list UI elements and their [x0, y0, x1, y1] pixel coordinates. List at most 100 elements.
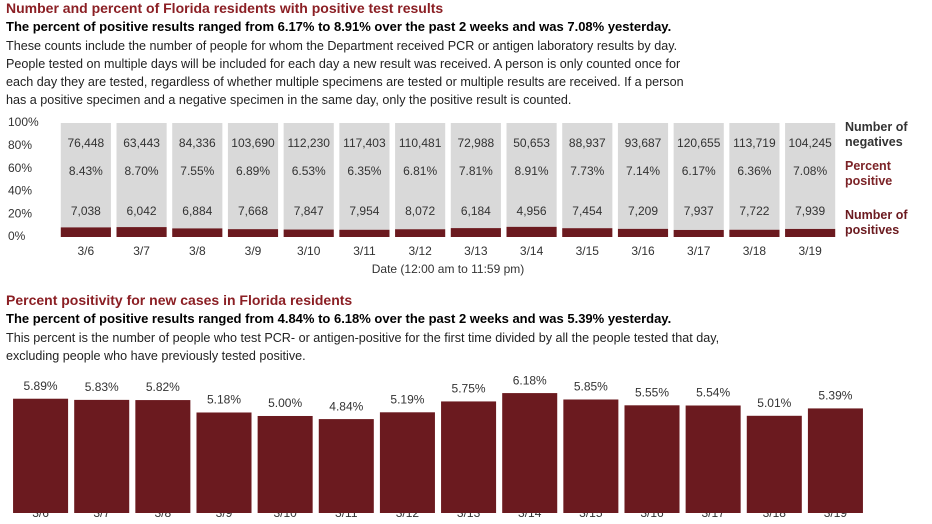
data-label: 7.81%: [459, 164, 493, 178]
data-label: 8.91%: [515, 164, 549, 178]
bar: [257, 415, 313, 513]
data-label: 5.39%: [818, 389, 852, 403]
data-label: 7,668: [238, 204, 268, 218]
data-label: 7,209: [628, 204, 658, 218]
bar: [318, 419, 374, 513]
bar-segment: [785, 123, 836, 229]
bar-segment: [339, 123, 390, 230]
data-label: 6.17%: [682, 164, 716, 178]
data-label: 8.70%: [125, 164, 159, 178]
x-tick-label: 3/15: [576, 244, 600, 258]
data-label: 103,690: [231, 136, 275, 150]
chart-subtitle: The percent of positive results ranged f…: [6, 311, 672, 326]
x-tick-label: 3/9: [245, 244, 262, 258]
bar-segment: [283, 229, 334, 237]
data-label: 5.01%: [757, 396, 791, 410]
data-label: 110,481: [399, 136, 442, 150]
bar-segment: [617, 123, 669, 229]
description-line: excluding people who have previously tes…: [6, 349, 306, 363]
data-label: 63,443: [123, 136, 160, 150]
bar: [807, 408, 863, 513]
bar-segment: [395, 229, 446, 237]
x-tick-label: 3/17: [687, 244, 711, 258]
bar: [502, 393, 558, 513]
x-tick-label: 3/14: [520, 244, 544, 258]
bar-segment: [562, 123, 613, 229]
bar-segment: [673, 123, 724, 230]
data-label: 6,184: [461, 204, 491, 218]
description-line: each day they are tested, regardless of …: [6, 75, 684, 89]
data-label: 8,072: [405, 204, 435, 218]
x-tick-label: 3/10: [297, 244, 321, 258]
bar-segment: [617, 228, 669, 237]
data-label: 6.81%: [403, 164, 437, 178]
y-tick-label: 40%: [8, 184, 32, 198]
data-label: 6.36%: [737, 164, 771, 178]
data-label: 4.84%: [329, 399, 363, 413]
bar-segment: [506, 226, 557, 237]
data-label: 5.00%: [268, 396, 302, 410]
bar-segment: [673, 229, 724, 237]
bar: [563, 399, 619, 513]
bar: [13, 398, 69, 513]
x-tick-label: 3/6: [78, 244, 95, 258]
bar-segment: [227, 229, 279, 237]
data-label: 7.08%: [793, 164, 827, 178]
data-label: 5.89%: [24, 379, 58, 393]
bar-segment: [227, 123, 279, 230]
data-label: 104,245: [788, 136, 832, 150]
bar-segment: [450, 123, 501, 229]
bar-segment: [562, 228, 613, 237]
bar-segment: [283, 123, 334, 230]
data-label: 7,454: [572, 204, 602, 218]
data-label: 120,655: [677, 136, 721, 150]
x-tick-label: 3/8: [189, 244, 206, 258]
data-label: 50,653: [513, 136, 550, 150]
bar: [685, 405, 741, 513]
x-axis-label: Date (12:00 am to 11:59 pm): [372, 262, 525, 276]
data-label: 5.82%: [146, 380, 180, 394]
data-label: 84,336: [179, 136, 216, 150]
data-label: 76,448: [68, 136, 105, 150]
data-label: 6.89%: [236, 164, 270, 178]
data-label: 6,042: [127, 204, 157, 218]
bar-segment: [450, 228, 501, 237]
data-label: 5.19%: [390, 392, 424, 406]
bar-segment: [729, 123, 780, 230]
data-label: 6,884: [182, 204, 212, 218]
data-label: 93,687: [625, 136, 662, 150]
bar: [196, 412, 252, 513]
data-label: 7,722: [739, 204, 769, 218]
data-label: 113,719: [733, 136, 776, 150]
chart-title: Number and percent of Florida residents …: [6, 0, 444, 16]
x-tick-label: 3/12: [408, 244, 432, 258]
data-label: 88,937: [569, 136, 606, 150]
bar-segment: [395, 123, 446, 230]
data-label: 5.18%: [207, 393, 241, 407]
data-label: 5.75%: [452, 382, 486, 396]
y-tick-label: 60%: [8, 161, 32, 175]
bar-segment: [785, 228, 836, 237]
x-tick-label: 3/7: [133, 244, 150, 258]
data-label: 7,847: [294, 204, 324, 218]
bar-segment: [60, 227, 111, 237]
data-label: 8.43%: [69, 164, 103, 178]
data-label: 5.83%: [85, 380, 119, 394]
data-label: 5.55%: [635, 385, 669, 399]
data-label: 7,038: [71, 204, 101, 218]
bar-segment: [60, 123, 111, 228]
description-line: This percent is the number of people who…: [6, 331, 720, 345]
y-tick-label: 80%: [8, 138, 32, 152]
bar-segment: [172, 228, 223, 237]
description-line: has a positive specimen and a negative s…: [6, 93, 572, 107]
bar: [379, 412, 435, 513]
data-label: 117,403: [343, 136, 386, 150]
data-label: 7,937: [684, 204, 714, 218]
chart-title: Percent positivity for new cases in Flor…: [6, 292, 353, 308]
data-label: 112,230: [287, 136, 330, 150]
data-label: 5.54%: [696, 386, 730, 400]
bar-segment: [729, 229, 780, 237]
bar-segment: [116, 227, 167, 237]
